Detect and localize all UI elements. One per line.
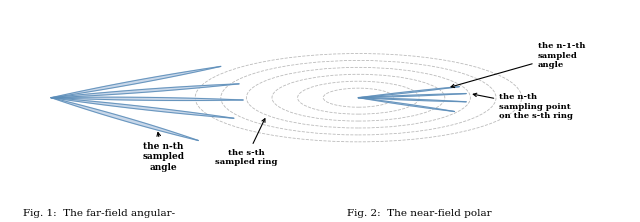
Polygon shape [51,98,198,141]
Polygon shape [51,66,221,98]
Polygon shape [51,84,239,98]
Polygon shape [358,87,460,98]
Text: Fig. 1:  The far-field angular-: Fig. 1: The far-field angular- [23,209,175,218]
Text: the n-1-th
sampled
angle: the n-1-th sampled angle [451,42,585,87]
Text: Fig. 2:  The near-field polar: Fig. 2: The near-field polar [347,209,492,218]
Polygon shape [358,94,466,98]
Text: the n-th
sampled
angle: the n-th sampled angle [142,133,184,172]
Text: the s-th
sampled ring: the s-th sampled ring [215,119,278,166]
Text: the n-th
sampling point
on the s-th ring: the n-th sampling point on the s-th ring [473,93,573,120]
Polygon shape [51,98,234,118]
Polygon shape [51,97,243,101]
Polygon shape [358,98,466,102]
Polygon shape [358,98,454,111]
